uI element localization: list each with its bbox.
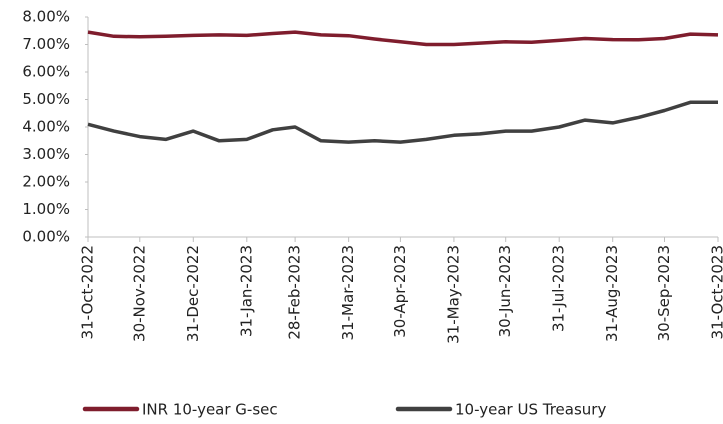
y-tick-label: 3.00% bbox=[22, 145, 70, 163]
y-tick-label: 7.00% bbox=[22, 35, 70, 53]
y-tick-label: 0.00% bbox=[22, 228, 70, 246]
y-tick-label: 4.00% bbox=[22, 118, 70, 136]
y-tick-label: 1.00% bbox=[22, 200, 70, 218]
x-tick-label: 31-Dec-2022 bbox=[184, 245, 202, 342]
x-tick-label: 30-Jun-2023 bbox=[496, 245, 514, 337]
legend-label: INR 10-year G-sec bbox=[142, 401, 278, 419]
y-tick-label: 2.00% bbox=[22, 173, 70, 191]
x-tick-label: 28-Feb-2023 bbox=[286, 245, 304, 340]
x-tick-label: 31-Oct-2023 bbox=[709, 245, 723, 339]
y-tick-label: 5.00% bbox=[22, 90, 70, 108]
y-tick-label: 6.00% bbox=[22, 63, 70, 81]
series-line bbox=[87, 30, 719, 47]
x-tick-label: 31-May-2023 bbox=[444, 245, 462, 344]
x-tick-label: 30-Sep-2023 bbox=[655, 245, 673, 341]
y-tick-label: 8.00% bbox=[22, 8, 70, 26]
x-tick-label: 31-Oct-2022 bbox=[79, 245, 97, 339]
x-tick-label: 31-Jan-2023 bbox=[237, 245, 255, 337]
x-tick-label: 31-Aug-2023 bbox=[603, 245, 621, 342]
x-tick-label: 30-Apr-2023 bbox=[391, 245, 409, 338]
x-tick-label: 31-Mar-2023 bbox=[339, 245, 357, 340]
series-line bbox=[87, 100, 718, 144]
x-tick-label: 30-Nov-2022 bbox=[130, 245, 148, 342]
x-tick-label: 31-Jul-2023 bbox=[550, 245, 568, 332]
legend-label: 10-year US Treasury bbox=[455, 401, 606, 419]
